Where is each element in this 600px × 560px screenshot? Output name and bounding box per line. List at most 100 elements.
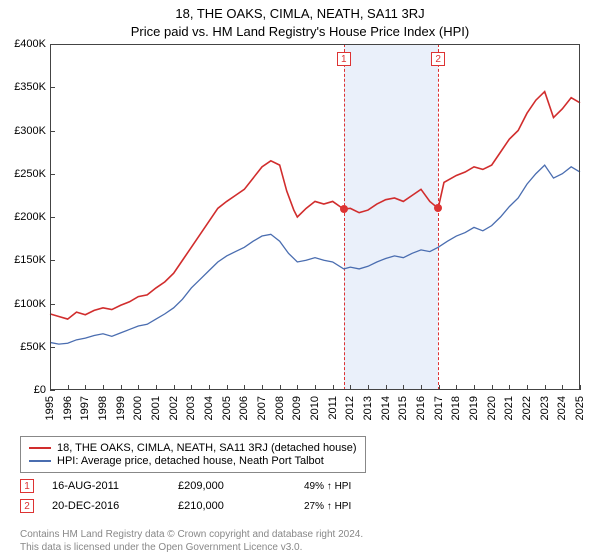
- x-axis-label: 1996: [62, 396, 74, 420]
- y-tick: [50, 217, 55, 218]
- line-layer: [50, 44, 580, 390]
- x-tick: [421, 385, 422, 390]
- x-axis-label: 2017: [433, 396, 445, 420]
- sale-hpi: 49% ↑ HPI: [304, 481, 351, 492]
- sale-price: £209,000: [178, 480, 298, 492]
- x-axis-label: 2018: [450, 396, 462, 420]
- legend-label-hpi: HPI: Average price, detached house, Neat…: [57, 455, 324, 467]
- legend-label-property: 18, THE OAKS, CIMLA, NEATH, SA11 3RJ (de…: [57, 442, 357, 454]
- x-axis-label: 2014: [380, 396, 392, 420]
- x-tick: [580, 385, 581, 390]
- y-tick: [50, 260, 55, 261]
- sale-row: 1 16-AUG-2011 £209,000 49% ↑ HPI: [20, 479, 580, 493]
- titles: 18, THE OAKS, CIMLA, NEATH, SA11 3RJ Pri…: [0, 0, 600, 41]
- x-tick: [474, 385, 475, 390]
- x-tick: [103, 385, 104, 390]
- x-axis-label: 2004: [203, 396, 215, 420]
- x-tick: [244, 385, 245, 390]
- x-tick: [456, 385, 457, 390]
- x-axis-label: 2006: [238, 396, 250, 420]
- x-axis-label: 2021: [503, 396, 515, 420]
- x-tick: [85, 385, 86, 390]
- x-tick: [315, 385, 316, 390]
- x-tick: [156, 385, 157, 390]
- legend-item-property: 18, THE OAKS, CIMLA, NEATH, SA11 3RJ (de…: [29, 442, 357, 454]
- x-tick: [50, 385, 51, 390]
- x-tick: [174, 385, 175, 390]
- footer: Contains HM Land Registry data © Crown c…: [20, 528, 363, 554]
- x-axis-label: 2024: [556, 396, 568, 420]
- y-axis-label: £50K: [20, 341, 46, 353]
- legend-item-hpi: HPI: Average price, detached house, Neat…: [29, 455, 357, 467]
- x-axis-label: 2025: [574, 396, 586, 420]
- x-tick: [227, 385, 228, 390]
- plot-area: 12£0£50K£100K£150K£200K£250K£300K£350K£4…: [50, 44, 580, 390]
- x-axis-label: 2015: [397, 396, 409, 420]
- x-axis-label: 2022: [521, 396, 533, 420]
- sale-marker-box: 1: [337, 52, 351, 66]
- sale-marker-box: 2: [431, 52, 445, 66]
- sale-marker-2: 2: [20, 499, 34, 513]
- x-axis-label: 2002: [168, 396, 180, 420]
- series-line-hpi: [50, 165, 580, 344]
- x-tick: [562, 385, 563, 390]
- x-tick: [492, 385, 493, 390]
- sale-date: 20-DEC-2016: [52, 500, 172, 512]
- x-axis-label: 2023: [539, 396, 551, 420]
- footer-line: This data is licensed under the Open Gov…: [20, 541, 363, 554]
- x-axis-label: 2019: [468, 396, 480, 420]
- x-axis-label: 1995: [44, 396, 56, 420]
- x-tick: [527, 385, 528, 390]
- footer-line: Contains HM Land Registry data © Crown c…: [20, 528, 363, 541]
- x-axis-label: 2001: [150, 396, 162, 420]
- y-tick: [50, 87, 55, 88]
- y-tick: [50, 131, 55, 132]
- x-axis-label: 2013: [362, 396, 374, 420]
- chart-container: 18, THE OAKS, CIMLA, NEATH, SA11 3RJ Pri…: [0, 0, 600, 560]
- x-axis-label: 2016: [415, 396, 427, 420]
- x-axis-label: 1998: [97, 396, 109, 420]
- y-tick: [50, 174, 55, 175]
- y-axis-label: £300K: [14, 125, 46, 137]
- x-axis-label: 2000: [132, 396, 144, 420]
- x-tick: [439, 385, 440, 390]
- legend-area: 18, THE OAKS, CIMLA, NEATH, SA11 3RJ (de…: [20, 436, 580, 513]
- legend-swatch-hpi: [29, 460, 51, 462]
- x-axis-label: 2009: [291, 396, 303, 420]
- sale-marker-dot: [340, 205, 348, 213]
- x-tick: [209, 385, 210, 390]
- y-axis-label: £150K: [14, 254, 46, 266]
- x-axis-label: 2010: [309, 396, 321, 420]
- x-tick: [368, 385, 369, 390]
- sale-row: 2 20-DEC-2016 £210,000 27% ↑ HPI: [20, 499, 580, 513]
- x-tick: [280, 385, 281, 390]
- x-axis-label: 2003: [185, 396, 197, 420]
- x-tick: [262, 385, 263, 390]
- x-tick: [297, 385, 298, 390]
- x-tick: [403, 385, 404, 390]
- y-axis-label: £250K: [14, 168, 46, 180]
- sale-date: 16-AUG-2011: [52, 480, 172, 492]
- x-tick: [509, 385, 510, 390]
- x-tick: [386, 385, 387, 390]
- x-axis-label: 2005: [221, 396, 233, 420]
- y-axis-label: £200K: [14, 211, 46, 223]
- y-axis-label: £400K: [14, 38, 46, 50]
- chart-title: 18, THE OAKS, CIMLA, NEATH, SA11 3RJ: [10, 6, 590, 21]
- x-tick: [545, 385, 546, 390]
- y-tick: [50, 390, 55, 391]
- x-axis-label: 2020: [486, 396, 498, 420]
- y-tick: [50, 304, 55, 305]
- x-tick: [121, 385, 122, 390]
- sale-price: £210,000: [178, 500, 298, 512]
- x-axis-label: 1997: [79, 396, 91, 420]
- x-tick: [68, 385, 69, 390]
- legend-swatch-property: [29, 447, 51, 450]
- x-tick: [333, 385, 334, 390]
- y-axis-label: £350K: [14, 81, 46, 93]
- x-tick: [138, 385, 139, 390]
- x-axis-label: 1999: [115, 396, 127, 420]
- y-axis-label: £100K: [14, 298, 46, 310]
- y-axis-label: £0: [34, 384, 46, 396]
- y-tick: [50, 347, 55, 348]
